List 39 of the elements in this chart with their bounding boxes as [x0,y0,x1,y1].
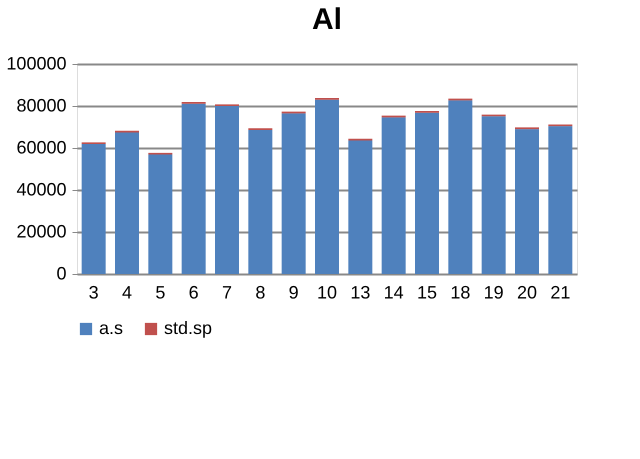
bar [415,112,439,274]
y-tick-label: 100000 [6,54,66,74]
x-tick-label: 13 [350,282,370,302]
x-tick-label: 21 [550,282,570,302]
bar [148,154,172,274]
bar [215,106,239,274]
bar [448,100,472,274]
bar [315,100,339,274]
legend-label: a.s [99,318,124,338]
x-tick-label: 18 [450,282,470,302]
y-tick-label: 40000 [16,180,66,200]
x-tick-label: 3 [88,282,99,302]
x-tick-label: 19 [484,282,504,302]
bar [382,117,406,274]
chart-title: Al [312,3,342,36]
x-tick-label: 4 [122,282,132,302]
y-tick-label: 20000 [16,222,66,242]
bar [248,130,272,274]
x-tick-label: 14 [384,282,404,302]
x-tick-label: 6 [188,282,199,302]
bar [182,104,206,274]
bar [548,126,572,274]
legend-label: std.sp [164,318,212,338]
bar [82,144,106,274]
bar [282,113,306,274]
x-tick-label: 20 [516,282,538,302]
y-tick-label: 80000 [16,96,66,116]
y-tick-label: 60000 [16,138,66,158]
x-tick-label: 15 [416,282,438,302]
bar [515,129,539,274]
bar [115,132,139,274]
x-tick-label: 7 [222,282,232,302]
x-tick-label: 8 [255,282,266,302]
bar [482,116,506,274]
bar [348,140,372,274]
x-tick-label: 5 [155,282,166,302]
x-tick-label: 9 [288,282,299,302]
x-tick-label: 10 [316,282,338,302]
y-tick-label: 0 [56,264,66,284]
